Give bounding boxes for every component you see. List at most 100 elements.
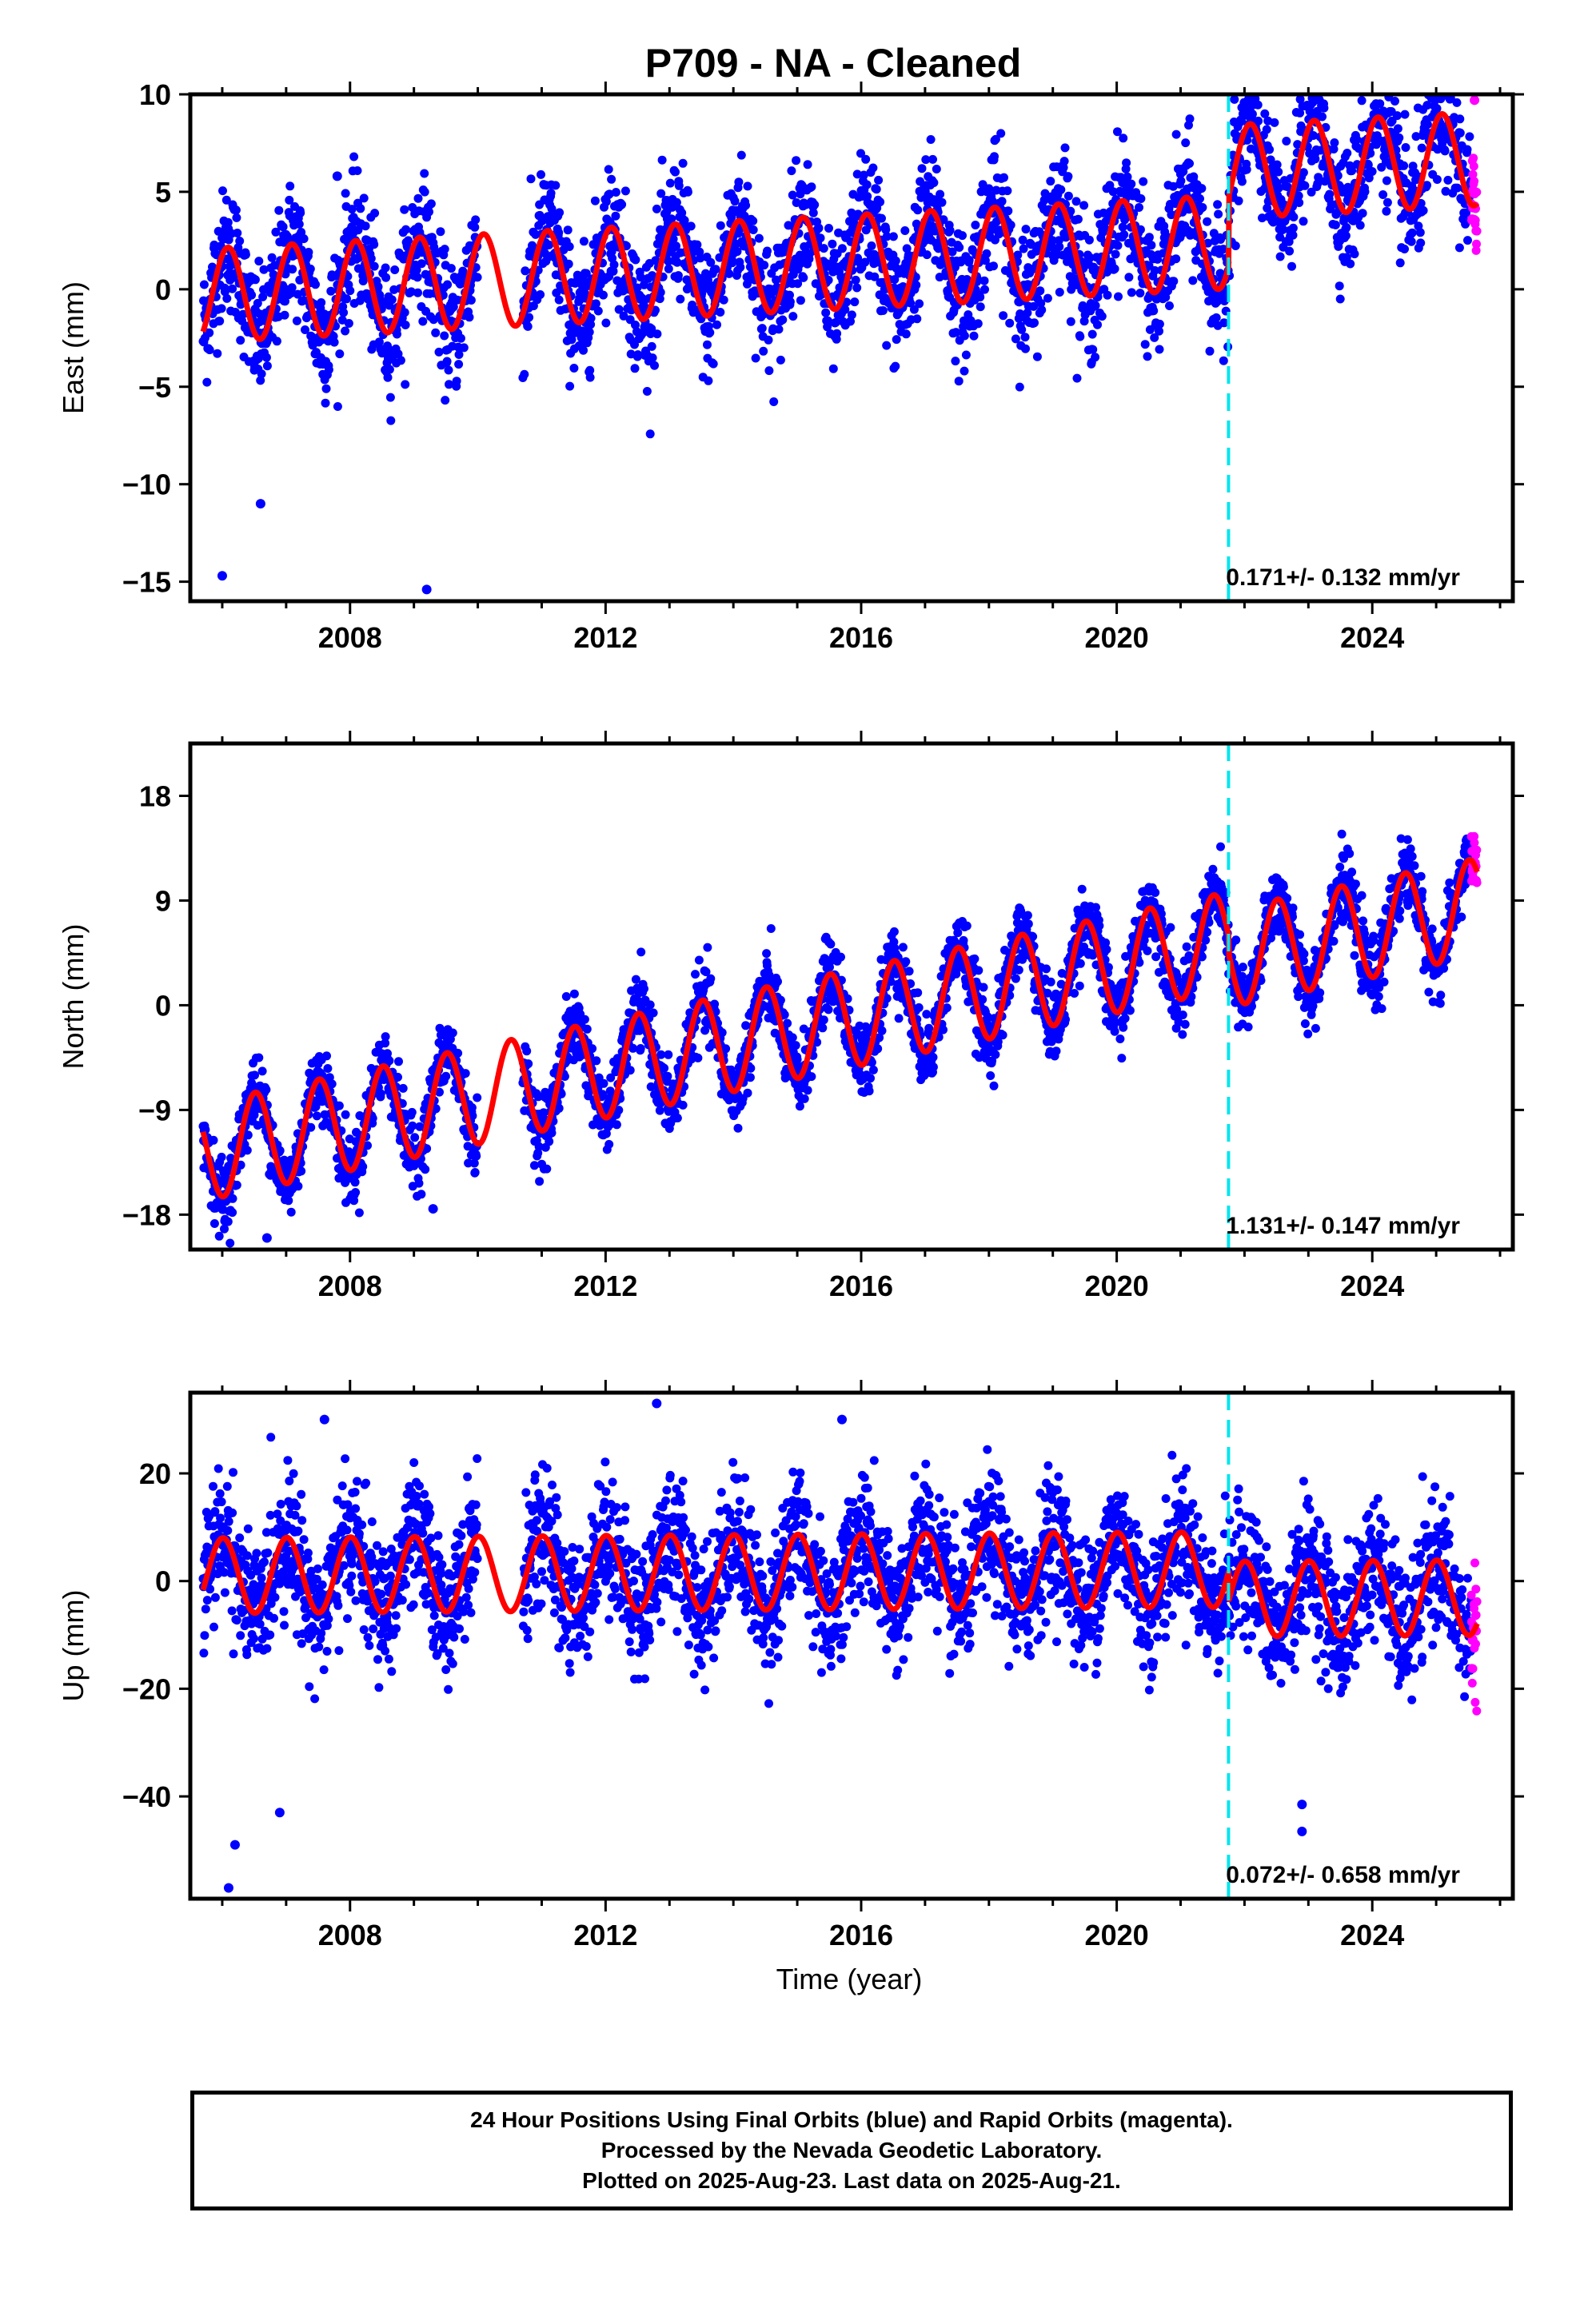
- data-point: [1254, 101, 1263, 110]
- data-point: [1416, 228, 1425, 237]
- data-point: [524, 322, 533, 331]
- data-point: [840, 305, 849, 314]
- data-point: [281, 311, 289, 320]
- data-point: [664, 265, 673, 273]
- data-point: [1136, 194, 1145, 203]
- data-point: [820, 244, 828, 253]
- data-point: [1135, 203, 1143, 212]
- data-point: [1270, 118, 1279, 127]
- data-point: [1455, 243, 1464, 252]
- data-point: [676, 295, 684, 304]
- data-point: [345, 319, 353, 328]
- data-point: [636, 947, 645, 956]
- y-tick-label: 0: [155, 273, 171, 306]
- data-point: [1212, 313, 1221, 322]
- data-point: [932, 165, 941, 173]
- data-point: [1400, 245, 1409, 253]
- data-point: [471, 215, 480, 224]
- data-point: [454, 360, 463, 369]
- data-point: [971, 221, 980, 229]
- data-point: [1463, 236, 1472, 245]
- data-point: [746, 1073, 755, 1082]
- data-point: [473, 1094, 481, 1102]
- data-point: [1203, 217, 1211, 226]
- data-point: [1060, 157, 1069, 165]
- data-point: [306, 1123, 315, 1132]
- data-point: [1463, 145, 1472, 154]
- data-point: [901, 957, 910, 966]
- data-point: [687, 221, 696, 230]
- data-point: [938, 198, 947, 207]
- data-point: [868, 164, 877, 173]
- data-point: [1091, 353, 1099, 361]
- data-point: [1030, 318, 1039, 327]
- data-point: [1295, 198, 1303, 207]
- data-point: [385, 365, 394, 374]
- data-point: [709, 360, 718, 369]
- outlier-point: [422, 584, 432, 594]
- data-point: [600, 1079, 608, 1088]
- data-point: [370, 262, 379, 271]
- data-point: [385, 1056, 393, 1065]
- data-point: [636, 1044, 645, 1053]
- x-tick-label: 2012: [573, 621, 637, 654]
- data-point: [1393, 111, 1402, 120]
- data-point: [643, 387, 652, 396]
- data-point: [861, 155, 870, 164]
- data-point: [293, 317, 301, 325]
- data-point: [236, 336, 245, 345]
- data-point: [358, 1162, 367, 1171]
- data-point: [1093, 321, 1102, 329]
- data-point: [414, 194, 423, 203]
- data-point: [330, 338, 339, 347]
- data-point: [773, 977, 782, 986]
- data-point: [295, 220, 304, 229]
- data-point: [1319, 104, 1328, 113]
- data-point: [247, 291, 256, 300]
- data-point: [652, 329, 661, 338]
- data-point: [913, 205, 922, 214]
- data-point: [788, 312, 797, 321]
- data-point: [353, 166, 362, 175]
- data-point: [1003, 186, 1011, 195]
- data-point: [554, 229, 563, 237]
- data-point: [663, 1072, 672, 1081]
- data-point: [443, 281, 452, 289]
- data-point: [1088, 330, 1097, 339]
- data-point: [420, 169, 429, 178]
- data-point: [783, 1019, 792, 1028]
- data-point: [913, 988, 922, 997]
- data-point: [285, 181, 294, 190]
- plot-area: [199, 90, 1482, 601]
- data-point-rapid: [1471, 216, 1480, 225]
- data-point: [1091, 301, 1100, 310]
- data-point: [1169, 277, 1178, 285]
- data-point: [675, 181, 684, 190]
- data-point: [599, 291, 608, 300]
- data-point: [1243, 165, 1251, 174]
- data-point: [562, 992, 571, 1001]
- data-point: [776, 356, 785, 365]
- data-point: [1455, 114, 1464, 123]
- data-point: [1085, 236, 1094, 245]
- data-point: [225, 1239, 234, 1248]
- data-point: [297, 1166, 305, 1175]
- data-point: [648, 353, 657, 362]
- data-point: [1289, 224, 1298, 233]
- data-point: [581, 1015, 589, 1024]
- x-axis-label: Time (year): [776, 1963, 923, 1995]
- data-point: [646, 429, 655, 438]
- data-point: [755, 234, 764, 243]
- data-point: [1147, 241, 1155, 249]
- data-point: [1195, 194, 1204, 203]
- data-point: [381, 1032, 390, 1041]
- data-point: [1206, 347, 1215, 356]
- data-point: [877, 214, 886, 223]
- data-point: [1282, 137, 1291, 145]
- data-point: [607, 175, 616, 184]
- data-point: [545, 1137, 553, 1146]
- data-point: [763, 247, 772, 256]
- data-point: [250, 1070, 259, 1079]
- data-point: [1198, 203, 1207, 212]
- data-point: [341, 327, 349, 336]
